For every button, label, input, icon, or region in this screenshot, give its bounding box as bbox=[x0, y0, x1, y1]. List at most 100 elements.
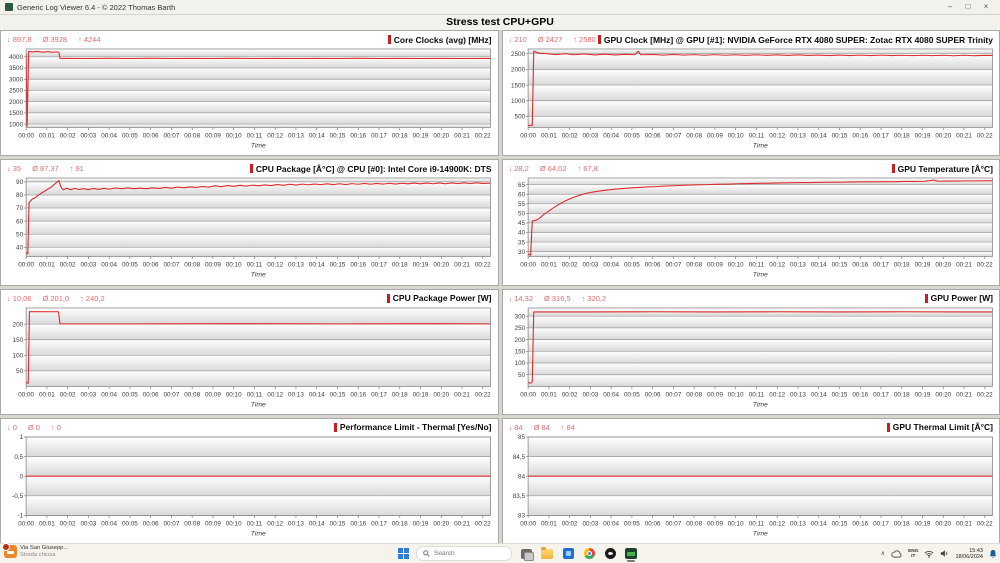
gradient-band bbox=[527, 251, 992, 257]
x-tick-label: 00:07 bbox=[665, 391, 681, 398]
x-tick-label: 00:19 bbox=[914, 520, 930, 527]
min-value: 28,2 bbox=[514, 164, 529, 174]
widgets-button[interactable]: Via San Giusepp... Strada chiusa bbox=[2, 543, 68, 558]
x-tick-label: 00:05 bbox=[624, 132, 640, 139]
series-line bbox=[527, 179, 992, 256]
x-tick-label: 00:09 bbox=[707, 391, 723, 398]
x-tick-label: 00:20 bbox=[935, 262, 951, 269]
app-icon bbox=[5, 3, 13, 11]
x-tick-label: 00:19 bbox=[413, 520, 429, 527]
gradient-band bbox=[26, 323, 491, 340]
x-tick-label: 00:09 bbox=[205, 262, 221, 269]
x-tick-label: 00:01 bbox=[540, 391, 556, 398]
y-tick-label: 300 bbox=[514, 313, 525, 320]
x-tick-label: 00:15 bbox=[831, 132, 847, 139]
x-tick-label: 00:14 bbox=[810, 262, 826, 269]
series-line bbox=[26, 180, 491, 255]
round-dark-app-button[interactable] bbox=[603, 546, 617, 561]
x-tick-label: 00:21 bbox=[956, 262, 972, 269]
x-tick-label: 00:01 bbox=[540, 132, 556, 139]
x-tick-label: 00:17 bbox=[371, 391, 387, 398]
panel-stats: ↓ 28,2 Ø 64,02 ↑ 67,8 bbox=[509, 164, 598, 173]
x-tick-label: 00:17 bbox=[873, 391, 889, 398]
x-tick-label: 00:07 bbox=[164, 262, 180, 269]
x-tick-label: 00:21 bbox=[454, 132, 470, 139]
y-tick-label: 500 bbox=[514, 114, 525, 121]
maximize-button[interactable]: □ bbox=[965, 2, 971, 11]
gradient-band bbox=[26, 79, 491, 91]
chrome-button[interactable] bbox=[582, 546, 596, 561]
x-tick-label: 00:08 bbox=[686, 391, 702, 398]
start-button[interactable] bbox=[398, 548, 409, 559]
y-tick-label: 80 bbox=[16, 192, 24, 199]
plot-border bbox=[527, 307, 993, 387]
x-tick-label: 00:03 bbox=[80, 391, 96, 398]
search-input[interactable]: Search bbox=[416, 546, 512, 561]
chart-canvas: 50 100 150 200 250 300 00:00 00:01 00:02 00:03 00:… bbox=[514, 307, 993, 408]
y-tick-label: 1000 bbox=[9, 121, 24, 128]
x-tick-label: 00:00 bbox=[520, 391, 536, 398]
gradient-band bbox=[527, 194, 992, 205]
language-indicator[interactable]: ENG IT bbox=[908, 548, 919, 559]
task-view-button[interactable] bbox=[519, 546, 534, 561]
min-icon: ↓ bbox=[7, 293, 11, 303]
y-tick-label: 65 bbox=[518, 182, 526, 189]
log-viewer-taskbar-button[interactable] bbox=[624, 546, 638, 562]
gradient-band bbox=[527, 69, 992, 86]
title-bar: Generic Log Viewer 6.4 - © 2022 Thomas B… bbox=[0, 0, 1000, 15]
x-tick-label: 00:18 bbox=[392, 132, 408, 139]
x-tick-label: 00:18 bbox=[893, 262, 909, 269]
x-tick-label: 00:12 bbox=[769, 520, 785, 527]
series-line bbox=[527, 310, 992, 384]
panel-title: CPU Package Power [W] bbox=[386, 293, 492, 303]
x-tick-label: 00:01 bbox=[540, 262, 556, 269]
panel-title: Core Clocks (avg) [MHz] bbox=[387, 35, 492, 45]
close-button[interactable]: × bbox=[983, 2, 989, 11]
y-tick-label: 50 bbox=[518, 371, 526, 378]
gradient-band bbox=[527, 223, 992, 233]
onedrive-cloud-icon[interactable] bbox=[891, 549, 902, 558]
x-tick-label: 00:08 bbox=[184, 391, 200, 398]
x-tick-label: 00:06 bbox=[143, 262, 159, 269]
x-tick-label: 00:19 bbox=[914, 391, 930, 398]
x-tick-label: 00:00 bbox=[18, 391, 34, 398]
x-tick-label: 00:16 bbox=[852, 262, 868, 269]
log-viewer-icon bbox=[625, 548, 637, 559]
x-tick-label: 00:22 bbox=[976, 132, 992, 139]
file-explorer-button[interactable] bbox=[540, 546, 554, 561]
x-tick-label: 00:04 bbox=[101, 391, 117, 398]
x-tick-label: 00:08 bbox=[686, 262, 702, 269]
x-tick-label: 00:15 bbox=[330, 391, 346, 398]
notification-bell-icon[interactable] bbox=[989, 549, 997, 558]
series-color-marker bbox=[333, 422, 337, 432]
x-tick-label: 00:15 bbox=[831, 520, 847, 527]
wifi-icon[interactable] bbox=[924, 550, 934, 558]
x-tick-label: 00:03 bbox=[582, 520, 598, 527]
x-tick-label: 00:03 bbox=[582, 391, 598, 398]
avg-value: 2427 bbox=[545, 35, 563, 44]
x-tick-label: 00:04 bbox=[603, 262, 619, 269]
x-tick-label: 00:08 bbox=[686, 132, 702, 139]
chart-canvas: 83 83,5 84 84,5 85 00:00 00:01 00:02 00:03 00:04 0… bbox=[512, 434, 992, 537]
clock[interactable]: 15:43 18/06/2024 bbox=[955, 548, 983, 560]
x-tick-label: 00:00 bbox=[18, 132, 34, 139]
x-tick-label: 00:21 bbox=[454, 262, 470, 269]
x-tick-label: 00:22 bbox=[976, 520, 992, 527]
volume-icon[interactable] bbox=[940, 549, 949, 558]
min-icon: ↓ bbox=[7, 164, 11, 174]
gradient-band bbox=[26, 208, 491, 222]
minimize-button[interactable]: – bbox=[947, 2, 953, 11]
tray-date: 18/06/2024 bbox=[955, 553, 983, 560]
x-tick-label: 00:21 bbox=[956, 520, 972, 527]
max-value: 91 bbox=[75, 164, 84, 174]
microsoft-store-button[interactable] bbox=[561, 546, 575, 561]
x-tick-label: 00:12 bbox=[769, 391, 785, 398]
series-color-marker bbox=[387, 35, 391, 44]
hidden-icons-chevron[interactable]: ∧ bbox=[880, 551, 886, 557]
x-tick-label: 00:13 bbox=[790, 391, 806, 398]
x-tick-label: 00:11 bbox=[748, 262, 764, 269]
x-tick-label: 00:14 bbox=[810, 520, 826, 527]
x-tick-label: 00:03 bbox=[80, 262, 96, 269]
x-tick-label: 00:15 bbox=[330, 262, 346, 269]
